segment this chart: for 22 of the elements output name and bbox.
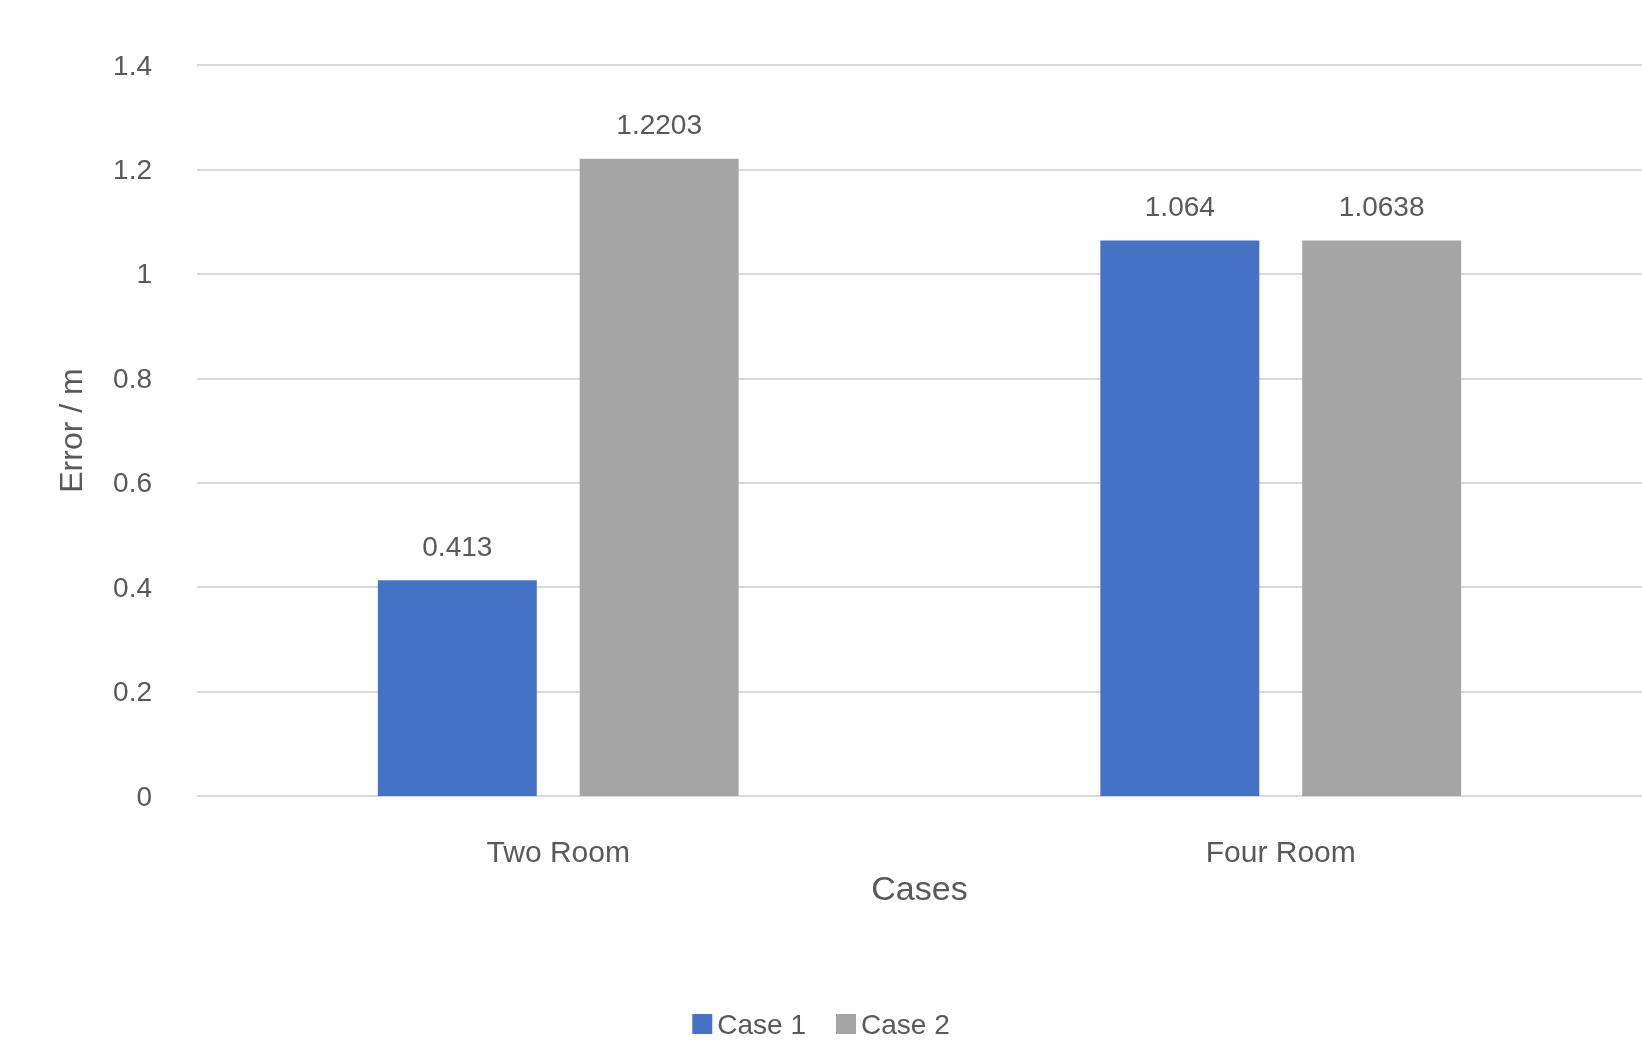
y-tick-label: 0 [136, 780, 152, 812]
y-tick-label: 0.4 [113, 571, 152, 603]
data-label: 1.064 [1144, 190, 1215, 222]
data-label: 1.2203 [616, 109, 702, 141]
y-tick-label: 0.2 [113, 676, 152, 708]
y-tick-label: 0.8 [113, 362, 152, 394]
y-tick-label: 1.2 [113, 153, 152, 185]
legend-label: Case 2 [861, 1008, 950, 1040]
bar [579, 158, 739, 796]
bar [1100, 240, 1260, 796]
x-axis-title: Cases [871, 868, 968, 907]
legend-label: Case 1 [717, 1008, 806, 1040]
x-tick-label: Four Room [1205, 834, 1356, 868]
x-tick-label: Two Room [486, 834, 630, 868]
bar [377, 580, 537, 796]
y-axis-title: Error / m [53, 368, 89, 493]
y-tick-label: 0.6 [113, 467, 152, 499]
data-label: 1.0638 [1338, 191, 1425, 223]
bar [1302, 240, 1462, 796]
data-label: 0.413 [422, 530, 493, 562]
y-tick-label: 1.4 [113, 49, 152, 81]
y-tick-label: 1 [136, 258, 152, 290]
